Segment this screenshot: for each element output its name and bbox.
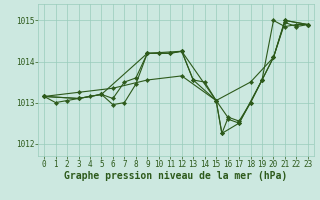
X-axis label: Graphe pression niveau de la mer (hPa): Graphe pression niveau de la mer (hPa) bbox=[64, 171, 288, 181]
